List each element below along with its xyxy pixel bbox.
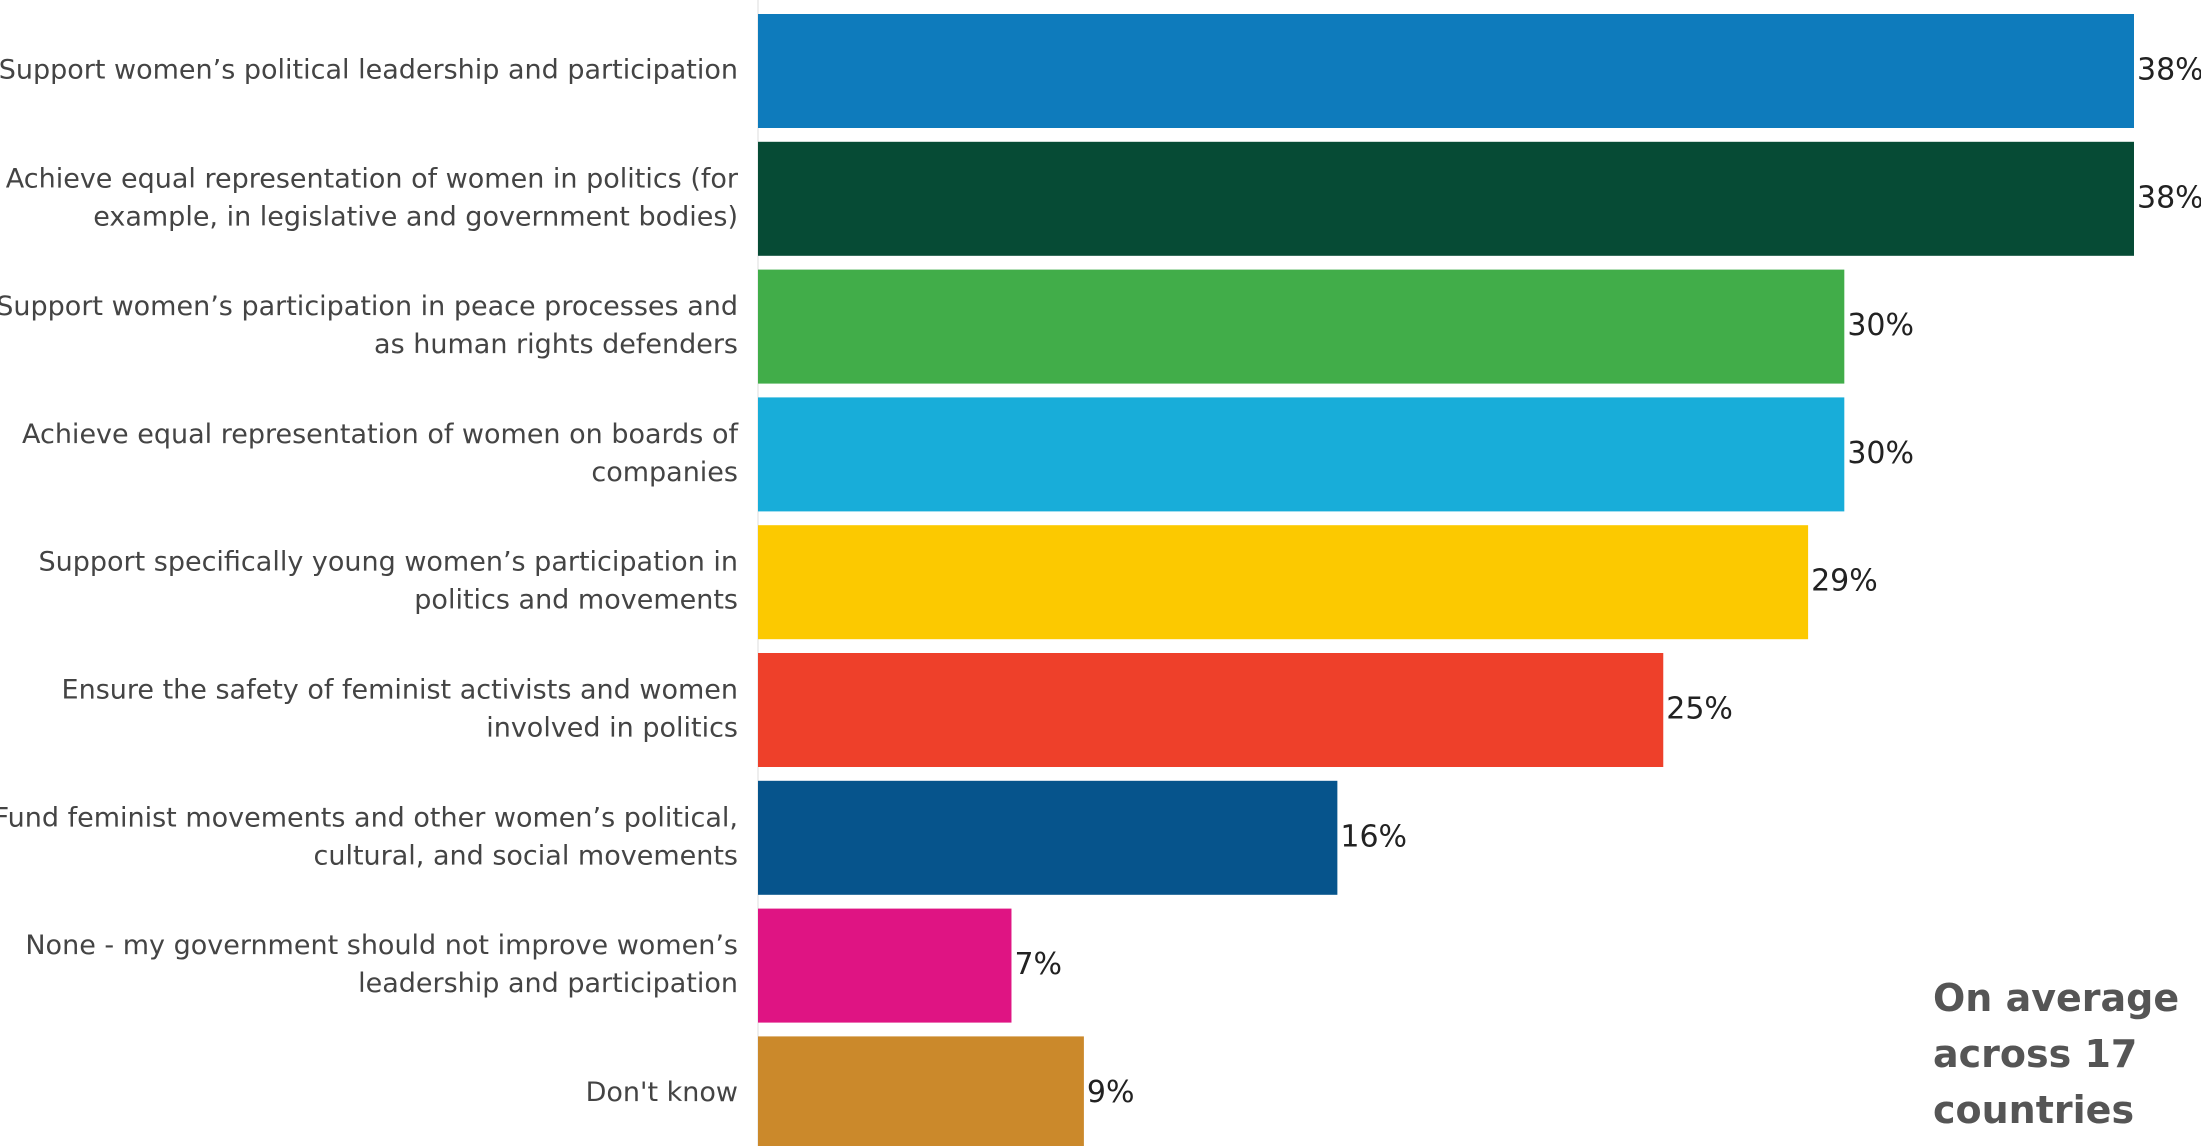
- value-label-2: 38%: [2137, 180, 2201, 215]
- value-label-6: 25%: [1666, 692, 1733, 727]
- category-label-6-line-1: Ensure the safety of feminist activists …: [62, 675, 738, 706]
- bar-1: [758, 14, 2134, 128]
- value-labels-layer: 38% 38% 30% 30% 29% 25% 16% 7% 9%: [1014, 53, 2201, 1110]
- bar-6: [758, 653, 1664, 767]
- bar-9: [758, 1036, 1084, 1146]
- average-annotation: On average across 17 countries: [1933, 970, 2193, 1138]
- category-label-4-line-2: companies: [591, 457, 738, 488]
- bar-5: [758, 525, 1809, 640]
- category-label-2-line-1: Achieve equal representation of women in…: [6, 163, 739, 194]
- value-label-4: 30%: [1847, 436, 1914, 471]
- category-label-2-line-2: example, in legislative and government b…: [93, 201, 738, 232]
- bar-4: [758, 397, 1845, 512]
- category-label-1-line-1: Support women’s political leadership and…: [0, 55, 738, 86]
- value-label-9: 9%: [1087, 1075, 1135, 1110]
- category-label-9-line-1: Don't know: [586, 1077, 738, 1108]
- bar-7: [758, 780, 1338, 895]
- annotation-line-3: countries: [1933, 1088, 2135, 1132]
- bar-3: [758, 269, 1845, 384]
- bar-8: [758, 908, 1012, 1023]
- annotation-line-2: across 17: [1933, 1032, 2138, 1076]
- category-label-6-line-2: involved in politics: [486, 713, 738, 744]
- category-label-7-line-2: cultural, and social movements: [314, 840, 739, 871]
- category-label-8-line-2: leadership and participation: [358, 968, 738, 999]
- category-label-5-line-2: politics and movements: [414, 585, 738, 616]
- value-label-7: 16%: [1340, 819, 1407, 854]
- value-label-8: 7%: [1014, 947, 1062, 982]
- value-label-3: 30%: [1847, 308, 1914, 343]
- category-label-5-line-1: Support specifically young women’s parti…: [38, 547, 738, 578]
- category-label-7-line-1: Fund feminist movements and other women’…: [0, 802, 738, 833]
- annotation-line-1: On average: [1933, 976, 2180, 1020]
- bars-layer: [757, 0, 2134, 1146]
- bar-2: [758, 141, 2134, 256]
- value-label-5: 29%: [1811, 564, 1878, 599]
- category-label-3-line-1: Support women’s participation in peace p…: [0, 291, 738, 322]
- category-label-8-line-1: None - my government should not improve …: [25, 930, 738, 961]
- category-label-4-line-1: Achieve equal representation of women on…: [22, 419, 739, 450]
- category-labels-layer: Support women’s political leadership and…: [0, 55, 739, 1108]
- category-label-3-line-2: as human rights defenders: [374, 329, 738, 360]
- value-label-1: 38%: [2137, 53, 2201, 88]
